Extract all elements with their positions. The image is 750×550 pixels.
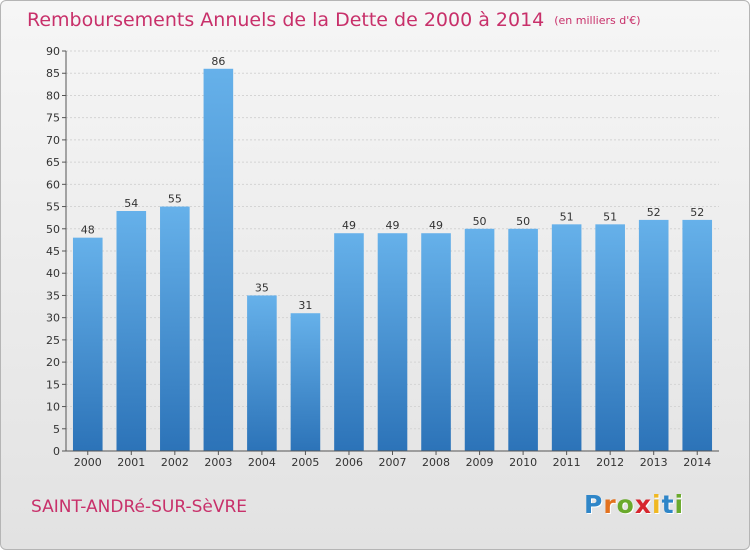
- bar: [464, 228, 495, 451]
- value-label: 48: [81, 224, 95, 237]
- logo-letter: i: [674, 490, 685, 519]
- y-tick-label: 20: [46, 356, 60, 369]
- x-tick-label: 2005: [291, 456, 319, 469]
- y-tick-label: 80: [46, 89, 60, 102]
- bar: [72, 237, 103, 451]
- bar: [116, 211, 147, 451]
- y-tick-label: 35: [46, 289, 60, 302]
- bar: [203, 68, 234, 452]
- value-label: 86: [211, 55, 225, 68]
- bar: [421, 233, 451, 451]
- labels: 0 5 10 15 20 25 30 35 40 45 50 55 60 65 70 75 80 85 90 48 20…: [46, 45, 711, 469]
- bar: [377, 233, 408, 451]
- value-label: 50: [473, 215, 487, 228]
- chart-subtitle: (en milliers d'€): [554, 14, 641, 27]
- y-tick-label: 45: [46, 245, 60, 258]
- value-label: 52: [690, 206, 704, 219]
- x-tick-label: 2013: [640, 456, 668, 469]
- bar: [638, 219, 669, 451]
- x-tick-label: 2012: [596, 456, 624, 469]
- value-label: 35: [255, 281, 269, 294]
- y-tick-label: 75: [46, 112, 60, 125]
- x-tick-label: 2001: [117, 456, 145, 469]
- value-label: 49: [429, 219, 443, 232]
- x-tick-label: 2007: [379, 456, 407, 469]
- value-label: 51: [560, 210, 574, 223]
- x-tick-label: 2003: [204, 456, 232, 469]
- bar: [595, 224, 625, 451]
- value-label: 51: [603, 210, 617, 223]
- y-tick-label: 65: [46, 156, 60, 169]
- value-label: 54: [124, 197, 138, 210]
- y-tick-label: 25: [46, 334, 60, 347]
- bar: [508, 228, 538, 451]
- value-label: 31: [298, 299, 312, 312]
- logo-letter: o: [616, 490, 635, 519]
- value-label: 55: [168, 193, 182, 206]
- x-tick-label: 2000: [74, 456, 102, 469]
- bar: [160, 206, 190, 451]
- value-label: 50: [516, 215, 530, 228]
- logo-letter: t: [661, 490, 675, 519]
- x-tick-label: 2009: [466, 456, 494, 469]
- bar: [551, 224, 582, 451]
- x-tick-label: 2004: [248, 456, 276, 469]
- y-tick-label: 10: [46, 401, 60, 414]
- logo-letter: r: [603, 490, 617, 519]
- y-tick-label: 55: [46, 201, 60, 214]
- y-tick-label: 30: [46, 312, 60, 325]
- x-tick-label: 2008: [422, 456, 450, 469]
- chart-title: Remboursements Annuels de la Dette de 20…: [27, 9, 641, 31]
- y-tick-label: 5: [53, 423, 60, 436]
- y-tick-label: 0: [53, 445, 60, 458]
- bar: [290, 313, 321, 451]
- y-tick-label: 85: [46, 67, 60, 80]
- x-tick-label: 2002: [161, 456, 189, 469]
- proxiti-logo: Proxiti: [584, 490, 684, 519]
- bar: [334, 233, 364, 451]
- value-label: 49: [342, 219, 356, 232]
- bar: [247, 295, 277, 451]
- y-tick-label: 40: [46, 267, 60, 280]
- y-tick-label: 15: [46, 378, 60, 391]
- value-label: 52: [647, 206, 661, 219]
- logo-letter: i: [652, 490, 662, 519]
- bar: [682, 219, 713, 451]
- logo-letter: x: [634, 490, 652, 519]
- axes: [62, 50, 719, 455]
- logo-letter: P: [584, 490, 604, 519]
- x-tick-label: 2010: [509, 456, 537, 469]
- x-tick-label: 2014: [683, 456, 711, 469]
- y-tick-label: 50: [46, 223, 60, 236]
- chart-title-text: Remboursements Annuels de la Dette de 20…: [27, 9, 545, 31]
- value-label: 49: [386, 219, 400, 232]
- x-tick-label: 2011: [553, 456, 581, 469]
- city-name: SAINT-ANDRé-SUR-SèVRE: [31, 497, 248, 517]
- y-tick-label: 90: [46, 45, 60, 58]
- bars: [72, 68, 713, 452]
- y-tick-label: 60: [46, 178, 60, 191]
- y-tick-label: 70: [46, 134, 60, 147]
- x-tick-label: 2006: [335, 456, 363, 469]
